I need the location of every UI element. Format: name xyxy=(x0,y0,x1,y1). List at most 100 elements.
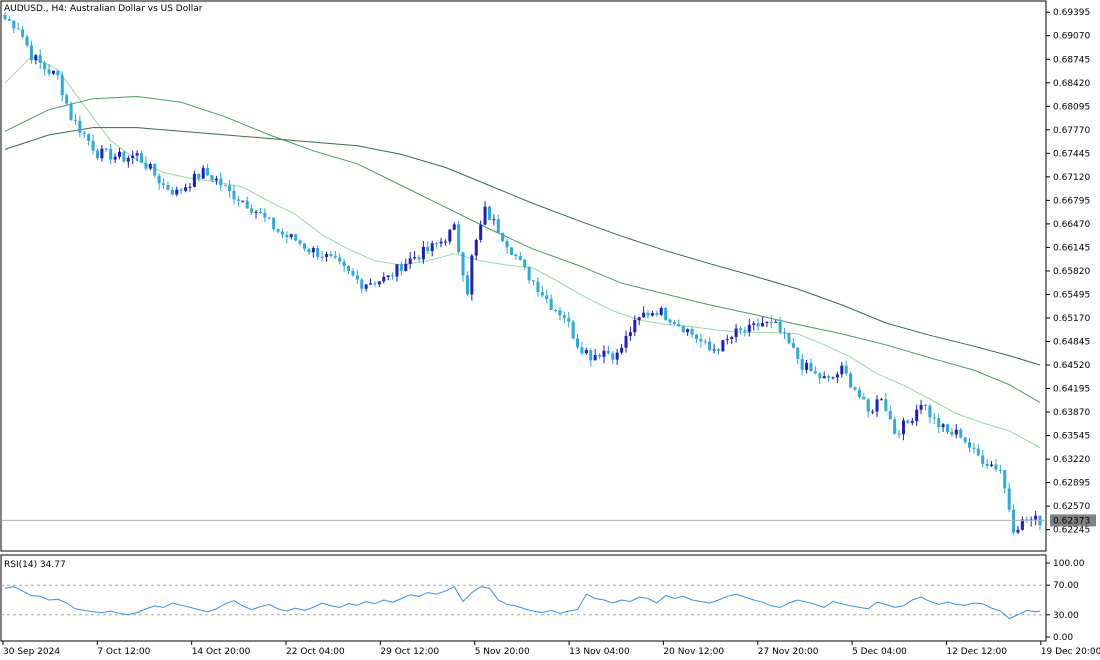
candle-body xyxy=(540,292,544,296)
candle xyxy=(457,220,461,254)
candle-body xyxy=(280,231,284,235)
current-price-label: 0.62373 xyxy=(1050,514,1096,527)
time-tick-label: 5 Dec 04:00 xyxy=(852,647,907,657)
candle xyxy=(747,318,751,337)
candle-body xyxy=(968,442,972,448)
candle-body xyxy=(901,420,905,435)
candle-body xyxy=(598,355,602,357)
candle xyxy=(47,64,51,77)
candle-body xyxy=(831,377,835,379)
candle-body xyxy=(60,75,64,96)
candle xyxy=(990,460,994,468)
price-tick-label: 0.68745 xyxy=(1053,55,1090,65)
candle-body xyxy=(439,241,443,244)
candle-body xyxy=(197,173,201,179)
candle xyxy=(329,251,333,258)
candle xyxy=(690,326,694,338)
candle xyxy=(245,196,249,209)
candle-body xyxy=(783,332,787,334)
candle xyxy=(118,147,122,160)
candle-body xyxy=(708,341,712,351)
candle-body xyxy=(721,340,725,352)
candle-body xyxy=(342,261,346,267)
candle-body xyxy=(100,148,104,159)
candle xyxy=(140,150,144,164)
candle xyxy=(875,395,879,418)
rsi-label: RSI(14) 34.77 xyxy=(4,560,66,570)
candle-body xyxy=(725,339,729,341)
price-tick-label: 0.68420 xyxy=(1053,79,1090,89)
candle-body xyxy=(51,70,55,74)
candle xyxy=(267,217,271,220)
candle xyxy=(840,362,844,378)
candle xyxy=(536,277,540,297)
candle-body xyxy=(800,358,804,370)
price-tick-label: 0.62895 xyxy=(1053,479,1090,489)
candle-body xyxy=(179,189,183,191)
candle-body xyxy=(950,431,954,435)
candle xyxy=(628,326,632,341)
candle xyxy=(1025,516,1029,524)
candle xyxy=(184,183,188,193)
candle-body xyxy=(765,321,769,324)
candle xyxy=(659,306,663,316)
candle-body xyxy=(395,264,399,277)
price-tick-label: 0.63220 xyxy=(1053,455,1090,465)
candle xyxy=(219,172,223,191)
candle xyxy=(188,182,192,192)
candle xyxy=(571,320,575,340)
candle xyxy=(549,294,553,311)
candle xyxy=(1029,516,1033,527)
candle-body xyxy=(210,175,214,181)
candle xyxy=(320,251,324,262)
candle xyxy=(492,214,496,226)
candle-body xyxy=(501,232,505,242)
candle xyxy=(87,133,91,146)
candle xyxy=(470,253,474,301)
candle xyxy=(369,278,373,285)
candle xyxy=(408,252,412,270)
rsi-tick-label: 30.00 xyxy=(1053,611,1079,621)
price-panel-frame xyxy=(0,0,1047,552)
candle-body xyxy=(686,329,690,333)
candle-body xyxy=(954,429,958,435)
candle-body xyxy=(756,323,760,327)
candle xyxy=(686,328,690,336)
candle xyxy=(743,326,747,337)
candle-body xyxy=(38,55,42,63)
time-tick-label: 27 Nov 20:00 xyxy=(758,647,819,657)
candle-body xyxy=(298,240,302,244)
candle-body xyxy=(703,341,707,343)
candle xyxy=(311,246,315,258)
candle xyxy=(302,242,306,251)
time-tick-label: 19 Dec 20:00 xyxy=(1041,647,1100,657)
candle xyxy=(1012,504,1016,536)
candle xyxy=(853,386,857,391)
candle-body xyxy=(166,184,170,190)
price-tick-label: 0.67770 xyxy=(1053,126,1090,136)
candle-body xyxy=(536,281,540,293)
candle xyxy=(461,252,465,282)
candle xyxy=(664,307,668,321)
candle xyxy=(849,371,853,389)
candle-body xyxy=(752,323,756,325)
candle-body xyxy=(16,28,20,30)
candle-body xyxy=(637,317,641,320)
candle-body xyxy=(893,419,897,434)
candle-body xyxy=(628,332,632,336)
candle xyxy=(805,359,809,374)
candle-body xyxy=(21,29,25,37)
candle xyxy=(514,253,518,260)
price-panel[interactable]: 0.69395 0.69070 0.68745 0.68420 0.68095 0.677… xyxy=(0,0,1096,552)
candle-body xyxy=(699,338,703,342)
candle-body xyxy=(509,247,513,255)
candle-body xyxy=(712,349,716,351)
candle-body xyxy=(404,263,408,271)
rsi-tick-label: 0.00 xyxy=(1053,633,1073,643)
candle xyxy=(915,404,919,427)
price-tick-label: 0.67445 xyxy=(1053,149,1090,159)
rsi-panel[interactable]: 100.00 70.00 30.00 0.00 RSI(14) 34.77 xyxy=(0,554,1085,643)
candle-body xyxy=(981,455,985,464)
candle xyxy=(928,404,932,424)
candle xyxy=(16,22,20,30)
